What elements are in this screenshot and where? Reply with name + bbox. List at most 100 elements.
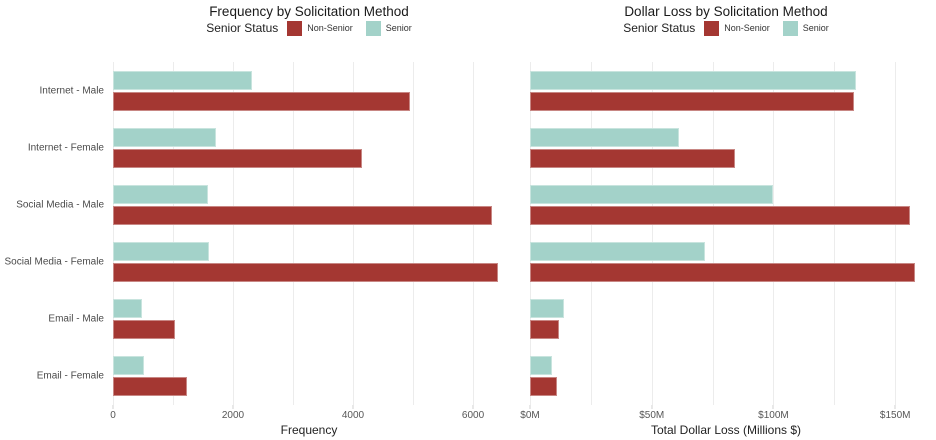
bar-senior-social-media-female bbox=[530, 242, 706, 262]
gridline-125 bbox=[834, 62, 836, 405]
tick-mark-0m bbox=[529, 405, 531, 409]
bar-group-social-media-female bbox=[530, 234, 922, 291]
bar-group-internet-female bbox=[113, 119, 505, 176]
tick-label-4000: 4000 bbox=[341, 410, 365, 421]
x-axis-title: Frequency bbox=[280, 423, 338, 437]
bar-senior-internet-male bbox=[113, 70, 253, 90]
chart-title: Dollar Loss by Solicitation Method bbox=[624, 4, 828, 19]
tick-mark-0 bbox=[112, 405, 114, 409]
x-axis-title: Total Dollar Loss (Millions $) bbox=[650, 423, 802, 437]
legend-item-senior[interactable]: Senior bbox=[782, 20, 829, 36]
tick-mark-4000 bbox=[352, 405, 354, 409]
legend-label-senior: Senior bbox=[802, 23, 829, 33]
bar-group-email-male bbox=[530, 291, 922, 348]
bar-group-email-female bbox=[530, 348, 922, 405]
category-label-email-male: Email - Male bbox=[48, 313, 104, 325]
legend-swatch-senior bbox=[782, 20, 798, 36]
gridline-3000 bbox=[293, 62, 294, 405]
bar-non-senior-internet-male bbox=[530, 91, 854, 111]
category-label-social-media-male: Social Media - Male bbox=[16, 199, 104, 211]
legend-label-non-senior: Non-Senior bbox=[724, 23, 770, 33]
gridline-100 bbox=[773, 62, 775, 405]
legend-items: Non-Senior Senior bbox=[704, 20, 829, 36]
tick-mark-150m bbox=[894, 405, 896, 409]
gridline-1000 bbox=[173, 62, 174, 405]
bar-group-email-female bbox=[113, 348, 505, 405]
tick-mark-2000 bbox=[232, 405, 234, 409]
bar-senior-internet-female bbox=[113, 127, 217, 147]
bar-non-senior-email-male bbox=[530, 320, 560, 340]
bar-non-senior-internet-female bbox=[113, 148, 362, 168]
plot-area bbox=[530, 62, 922, 405]
bar-senior-email-male bbox=[530, 299, 565, 319]
legend-items: Non-Senior Senior bbox=[287, 20, 412, 36]
gridline-6000 bbox=[473, 62, 475, 405]
bar-non-senior-email-female bbox=[530, 377, 557, 397]
tick-label-0: 0 bbox=[110, 410, 116, 421]
tick-mark-50m bbox=[651, 405, 653, 409]
bar-group-internet-male bbox=[113, 62, 505, 119]
gridline-50 bbox=[651, 62, 653, 405]
gridline-75 bbox=[712, 62, 714, 405]
bar-group-social-media-female bbox=[113, 234, 505, 291]
bar-group-email-male bbox=[113, 291, 505, 348]
bar-senior-email-female bbox=[530, 356, 552, 376]
legend-swatch-non-senior bbox=[287, 20, 303, 36]
bar-senior-social-media-male bbox=[113, 184, 208, 204]
bar-senior-email-male bbox=[113, 299, 142, 319]
tick-label-150m: $150M bbox=[879, 410, 911, 421]
bar-senior-internet-female bbox=[530, 127, 679, 147]
bar-senior-email-female bbox=[113, 356, 144, 376]
legend-item-non-senior[interactable]: Non-Senior bbox=[287, 20, 353, 36]
chart-title: Frequency by Solicitation Method bbox=[209, 4, 409, 19]
bar-group-internet-female bbox=[530, 119, 922, 176]
category-axis bbox=[468, 62, 530, 405]
bar-rows bbox=[113, 62, 505, 405]
legend-title: Senior Status bbox=[623, 21, 696, 35]
plot-area bbox=[113, 62, 505, 405]
legend: Senior Status Non-Senior Senior bbox=[530, 19, 922, 37]
x-axis: $0M $50M $100M $150M bbox=[520, 405, 922, 423]
gridline-0 bbox=[113, 62, 114, 405]
gridline-150 bbox=[895, 62, 897, 405]
tick-label-100m: $100M bbox=[758, 410, 789, 421]
bar-group-social-media-male bbox=[113, 176, 505, 233]
legend-label-senior: Senior bbox=[385, 23, 412, 33]
tick-label-2000: 2000 bbox=[221, 410, 245, 421]
legend-swatch-non-senior bbox=[704, 20, 720, 36]
bar-group-social-media-male bbox=[530, 176, 922, 233]
legend-label-non-senior: Non-Senior bbox=[307, 23, 353, 33]
tick-label-6000: 6000 bbox=[461, 410, 485, 421]
dollar-loss-chart: Dollar Loss by Solicitation Method Senio… bbox=[468, 0, 936, 440]
legend-swatch-senior bbox=[365, 20, 381, 36]
gridline-0 bbox=[530, 62, 531, 405]
bar-group-internet-male bbox=[530, 62, 922, 119]
legend-item-non-senior[interactable]: Non-Senior bbox=[704, 20, 770, 36]
legend: Senior Status Non-Senior Senior bbox=[113, 19, 505, 37]
tick-mark-100m bbox=[772, 405, 774, 409]
category-label-internet-male: Internet - Male bbox=[39, 85, 104, 97]
frequency-chart: Frequency by Solicitation Method Senior … bbox=[0, 4, 499, 437]
bar-senior-social-media-female bbox=[113, 242, 209, 262]
tick-label-0m: $0M bbox=[520, 410, 540, 421]
bar-senior-internet-male bbox=[530, 70, 857, 90]
bar-non-senior-social-media-female bbox=[113, 263, 499, 283]
legend-item-senior[interactable]: Senior bbox=[365, 20, 412, 36]
gridline-25 bbox=[590, 62, 592, 405]
bar-non-senior-social-media-female bbox=[530, 263, 915, 283]
category-label-social-media-female: Social Media - Female bbox=[4, 256, 104, 268]
tick-label-50m: $50M bbox=[639, 410, 665, 421]
gridline-2000 bbox=[233, 62, 234, 405]
x-axis: 0 2000 4000 6000 bbox=[110, 405, 505, 423]
bar-non-senior-social-media-male bbox=[530, 205, 910, 225]
legend-title: Senior Status bbox=[206, 21, 279, 35]
bar-non-senior-internet-female bbox=[530, 148, 735, 168]
bar-senior-social-media-male bbox=[530, 184, 774, 204]
category-axis: Internet - Male Internet - Female Social M… bbox=[0, 62, 113, 405]
bar-non-senior-internet-male bbox=[113, 91, 410, 111]
gridline-4000 bbox=[353, 62, 354, 405]
category-label-internet-female: Internet - Female bbox=[27, 142, 104, 154]
tick-mark-6000 bbox=[472, 405, 474, 409]
bar-rows bbox=[530, 62, 922, 405]
